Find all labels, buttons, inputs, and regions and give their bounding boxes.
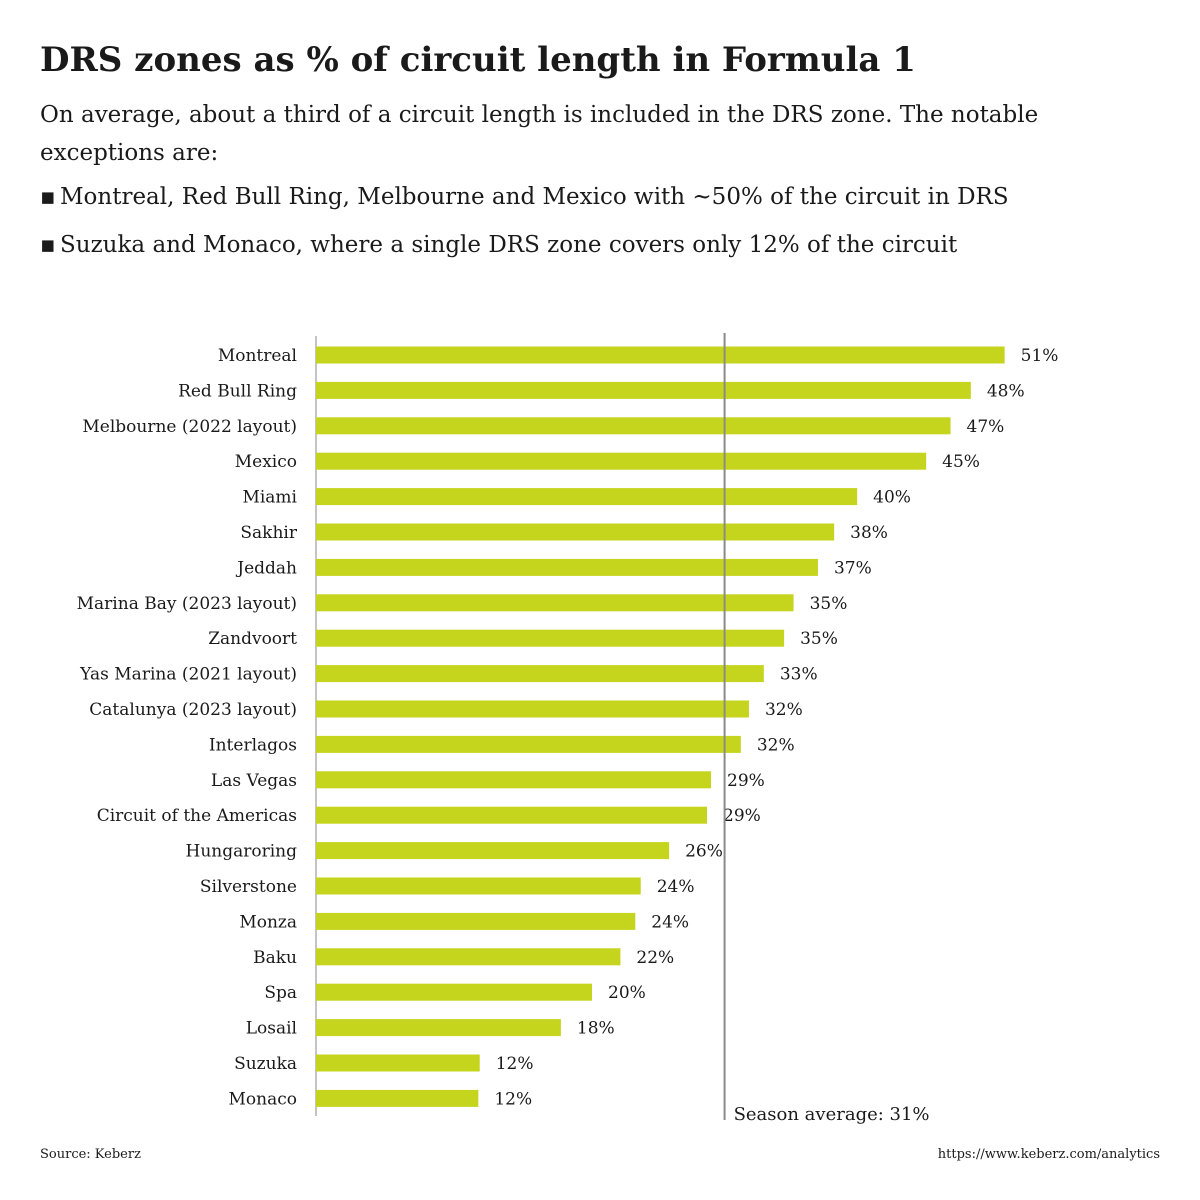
value-label: 45% — [942, 452, 980, 472]
category-label: Suzuka — [234, 1054, 297, 1074]
category-label: Montreal — [218, 346, 297, 366]
exception-bullet-text: Suzuka and Monaco, where a single DRS zo… — [60, 232, 958, 258]
bar — [316, 771, 712, 789]
value-label: 24% — [657, 877, 695, 897]
category-label: Monaco — [229, 1089, 297, 1109]
category-label: Sakhir — [240, 523, 297, 543]
bar — [316, 594, 794, 612]
bar — [316, 488, 858, 506]
bar — [316, 842, 670, 860]
season-average-label: Season average: 31% — [734, 1104, 930, 1125]
bullet-mark: ▪ — [40, 184, 56, 210]
category-label: Interlagos — [209, 735, 297, 755]
category-label: Las Vegas — [211, 771, 297, 791]
category-label: Hungaroring — [186, 842, 298, 862]
category-label: Monza — [239, 912, 297, 932]
bar — [316, 523, 835, 541]
category-label: Melbourne (2022 layout) — [82, 417, 297, 437]
bar — [316, 381, 971, 399]
value-label: 37% — [834, 558, 872, 578]
value-label: 38% — [850, 523, 888, 543]
bar — [316, 948, 621, 966]
value-label: 12% — [494, 1089, 532, 1109]
category-label: Jeddah — [235, 558, 297, 578]
bar — [316, 983, 592, 1001]
value-label: 26% — [685, 842, 723, 862]
bar — [316, 912, 636, 930]
bar — [316, 452, 927, 470]
value-label: 32% — [765, 700, 803, 720]
bar — [316, 700, 749, 718]
bar — [316, 1054, 480, 1072]
category-label: Spa — [264, 983, 297, 1003]
value-label: 29% — [727, 771, 765, 791]
value-label: 20% — [608, 983, 646, 1003]
exception-bullet-1: ▪ Montreal, Red Bull Ring, Melbourne and … — [40, 178, 1009, 216]
value-label: 51% — [1021, 346, 1059, 366]
chart-title: DRS zones as % of circuit length in Form… — [40, 40, 916, 80]
bar — [316, 558, 818, 576]
category-label: Yas Marina (2021 layout) — [79, 665, 297, 685]
exception-bullet-2: ▪ Suzuka and Monaco, where a single DRS z… — [40, 226, 957, 264]
exception-bullet-text: Montreal, Red Bull Ring, Melbourne and M… — [60, 184, 1009, 210]
value-label: 33% — [780, 665, 818, 685]
value-label: 47% — [967, 417, 1005, 437]
bar — [316, 417, 951, 435]
value-label: 48% — [987, 381, 1025, 401]
source-url: https://www.keberz.com/analytics — [937, 1147, 1160, 1162]
value-label: 35% — [800, 629, 838, 649]
category-label: Miami — [242, 488, 297, 508]
bullet-mark: ▪ — [40, 232, 56, 258]
value-label: 32% — [757, 735, 795, 755]
value-label: 24% — [651, 912, 689, 932]
category-label: Marina Bay (2023 layout) — [77, 594, 297, 614]
value-label: 35% — [810, 594, 848, 614]
bar — [316, 1019, 561, 1037]
value-label: 40% — [873, 488, 911, 508]
category-label: Circuit of the Americas — [97, 806, 297, 826]
value-label: 12% — [496, 1054, 534, 1074]
category-label: Mexico — [235, 452, 297, 472]
category-label: Baku — [253, 948, 297, 968]
category-label: Silverstone — [200, 877, 297, 897]
bar — [316, 806, 707, 824]
value-label: 29% — [723, 806, 761, 826]
source-note: Source: Keberz — [40, 1147, 141, 1162]
chart-subtitle: On average, about a third of a circuit l… — [40, 102, 1039, 166]
bar — [316, 346, 1005, 364]
category-label: Losail — [246, 1019, 297, 1039]
bar — [316, 1089, 479, 1107]
category-label: Red Bull Ring — [178, 381, 297, 401]
value-label: 18% — [577, 1019, 615, 1039]
bar — [316, 629, 785, 647]
bar — [316, 665, 764, 683]
category-label: Zandvoort — [208, 629, 297, 649]
bar — [316, 877, 641, 895]
bar — [316, 735, 741, 753]
category-label: Catalunya (2023 layout) — [89, 700, 297, 720]
value-label: 22% — [636, 948, 674, 968]
